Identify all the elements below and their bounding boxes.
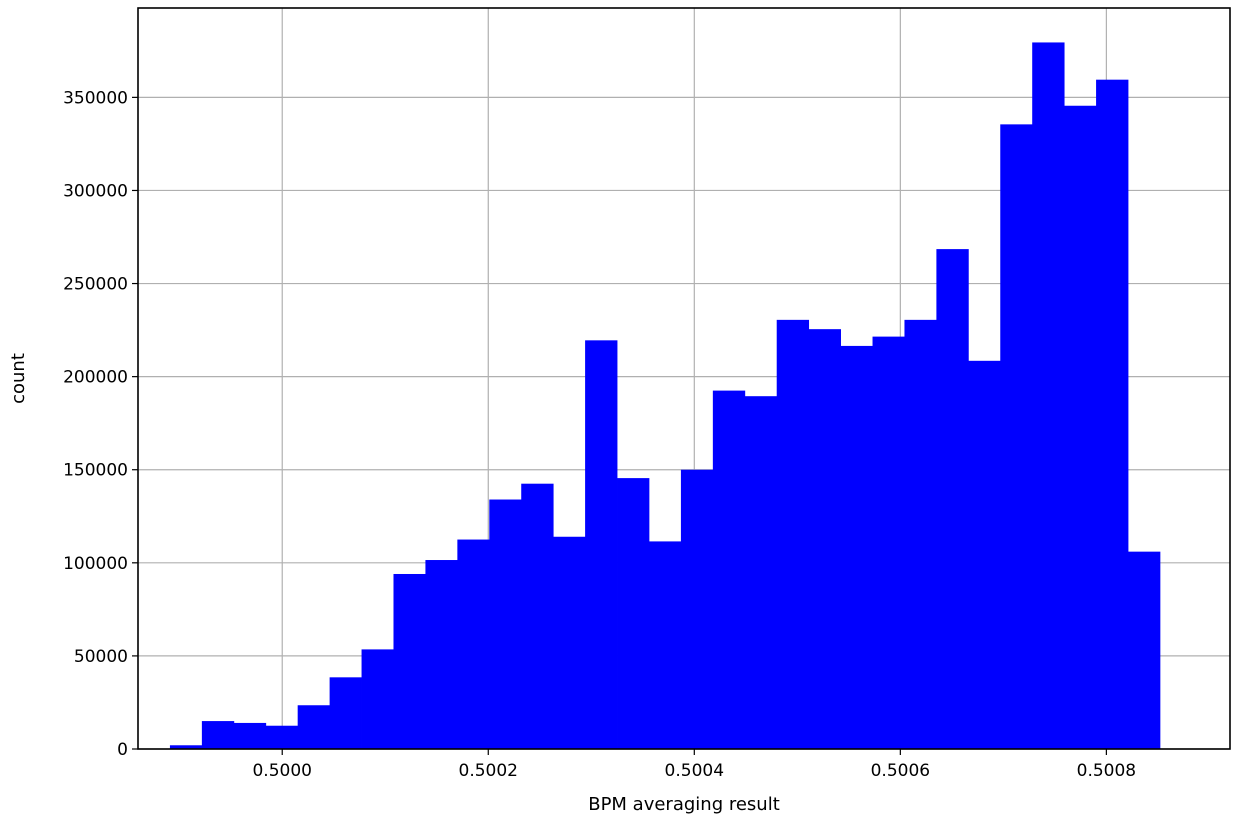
y-tick-label: 200000	[63, 368, 128, 388]
histogram-bar	[1064, 105, 1097, 749]
histogram-bar	[680, 469, 714, 749]
histogram-bar	[425, 560, 458, 749]
histogram-bar	[521, 483, 554, 749]
histogram-bar	[1096, 79, 1129, 750]
y-tick-label: 100000	[63, 554, 128, 574]
histogram-bar	[808, 329, 841, 749]
y-tick-label: 150000	[63, 461, 128, 481]
histogram-bar	[1000, 124, 1033, 750]
x-tick-label: 0.5006	[871, 761, 930, 781]
histogram-bar	[1032, 42, 1065, 749]
histogram-bar	[1128, 551, 1161, 749]
x-tick-label: 0.5000	[252, 761, 311, 781]
histogram-bar	[233, 722, 267, 749]
histogram-bar	[169, 745, 203, 749]
y-tick-label: 50000	[74, 647, 128, 667]
x-tick-label: 0.5004	[665, 761, 724, 781]
histogram-bar	[617, 478, 650, 749]
y-tick-label: 300000	[63, 181, 128, 201]
axis-ticks: 0.5000 0.5002 0.5004 0.5006 0.5008 0 50000 1000…	[63, 88, 1136, 781]
histogram-bar	[297, 705, 331, 749]
histogram-bar	[265, 725, 299, 749]
histogram-bar	[776, 319, 810, 749]
histogram-bar	[585, 340, 618, 749]
histogram-bar	[553, 536, 586, 749]
histogram-bar	[872, 336, 905, 749]
histogram-bar	[361, 649, 394, 749]
histogram-bar	[904, 319, 937, 749]
histogram-bar	[648, 541, 682, 749]
x-tick-label: 0.5002	[459, 761, 518, 781]
histogram-bar	[393, 573, 426, 749]
histogram-bar	[329, 677, 362, 749]
y-axis-label: count	[8, 353, 29, 404]
histogram-bar	[968, 360, 1001, 749]
histogram-bar	[457, 539, 490, 749]
y-tick-label: 0	[117, 740, 128, 760]
y-tick-label: 250000	[63, 275, 128, 295]
histogram-bar	[936, 249, 969, 749]
histogram-bar	[712, 390, 746, 749]
histogram-bar	[840, 345, 873, 749]
histogram-bar	[489, 499, 522, 749]
plot-frame	[137, 7, 1231, 750]
histogram-bar	[744, 396, 778, 749]
x-axis-label: BPM averaging result	[588, 794, 780, 815]
x-tick-label: 0.5008	[1077, 761, 1136, 781]
y-tick-label: 350000	[63, 88, 128, 108]
histogram-bar	[201, 721, 235, 749]
histogram-bars	[169, 42, 1161, 750]
